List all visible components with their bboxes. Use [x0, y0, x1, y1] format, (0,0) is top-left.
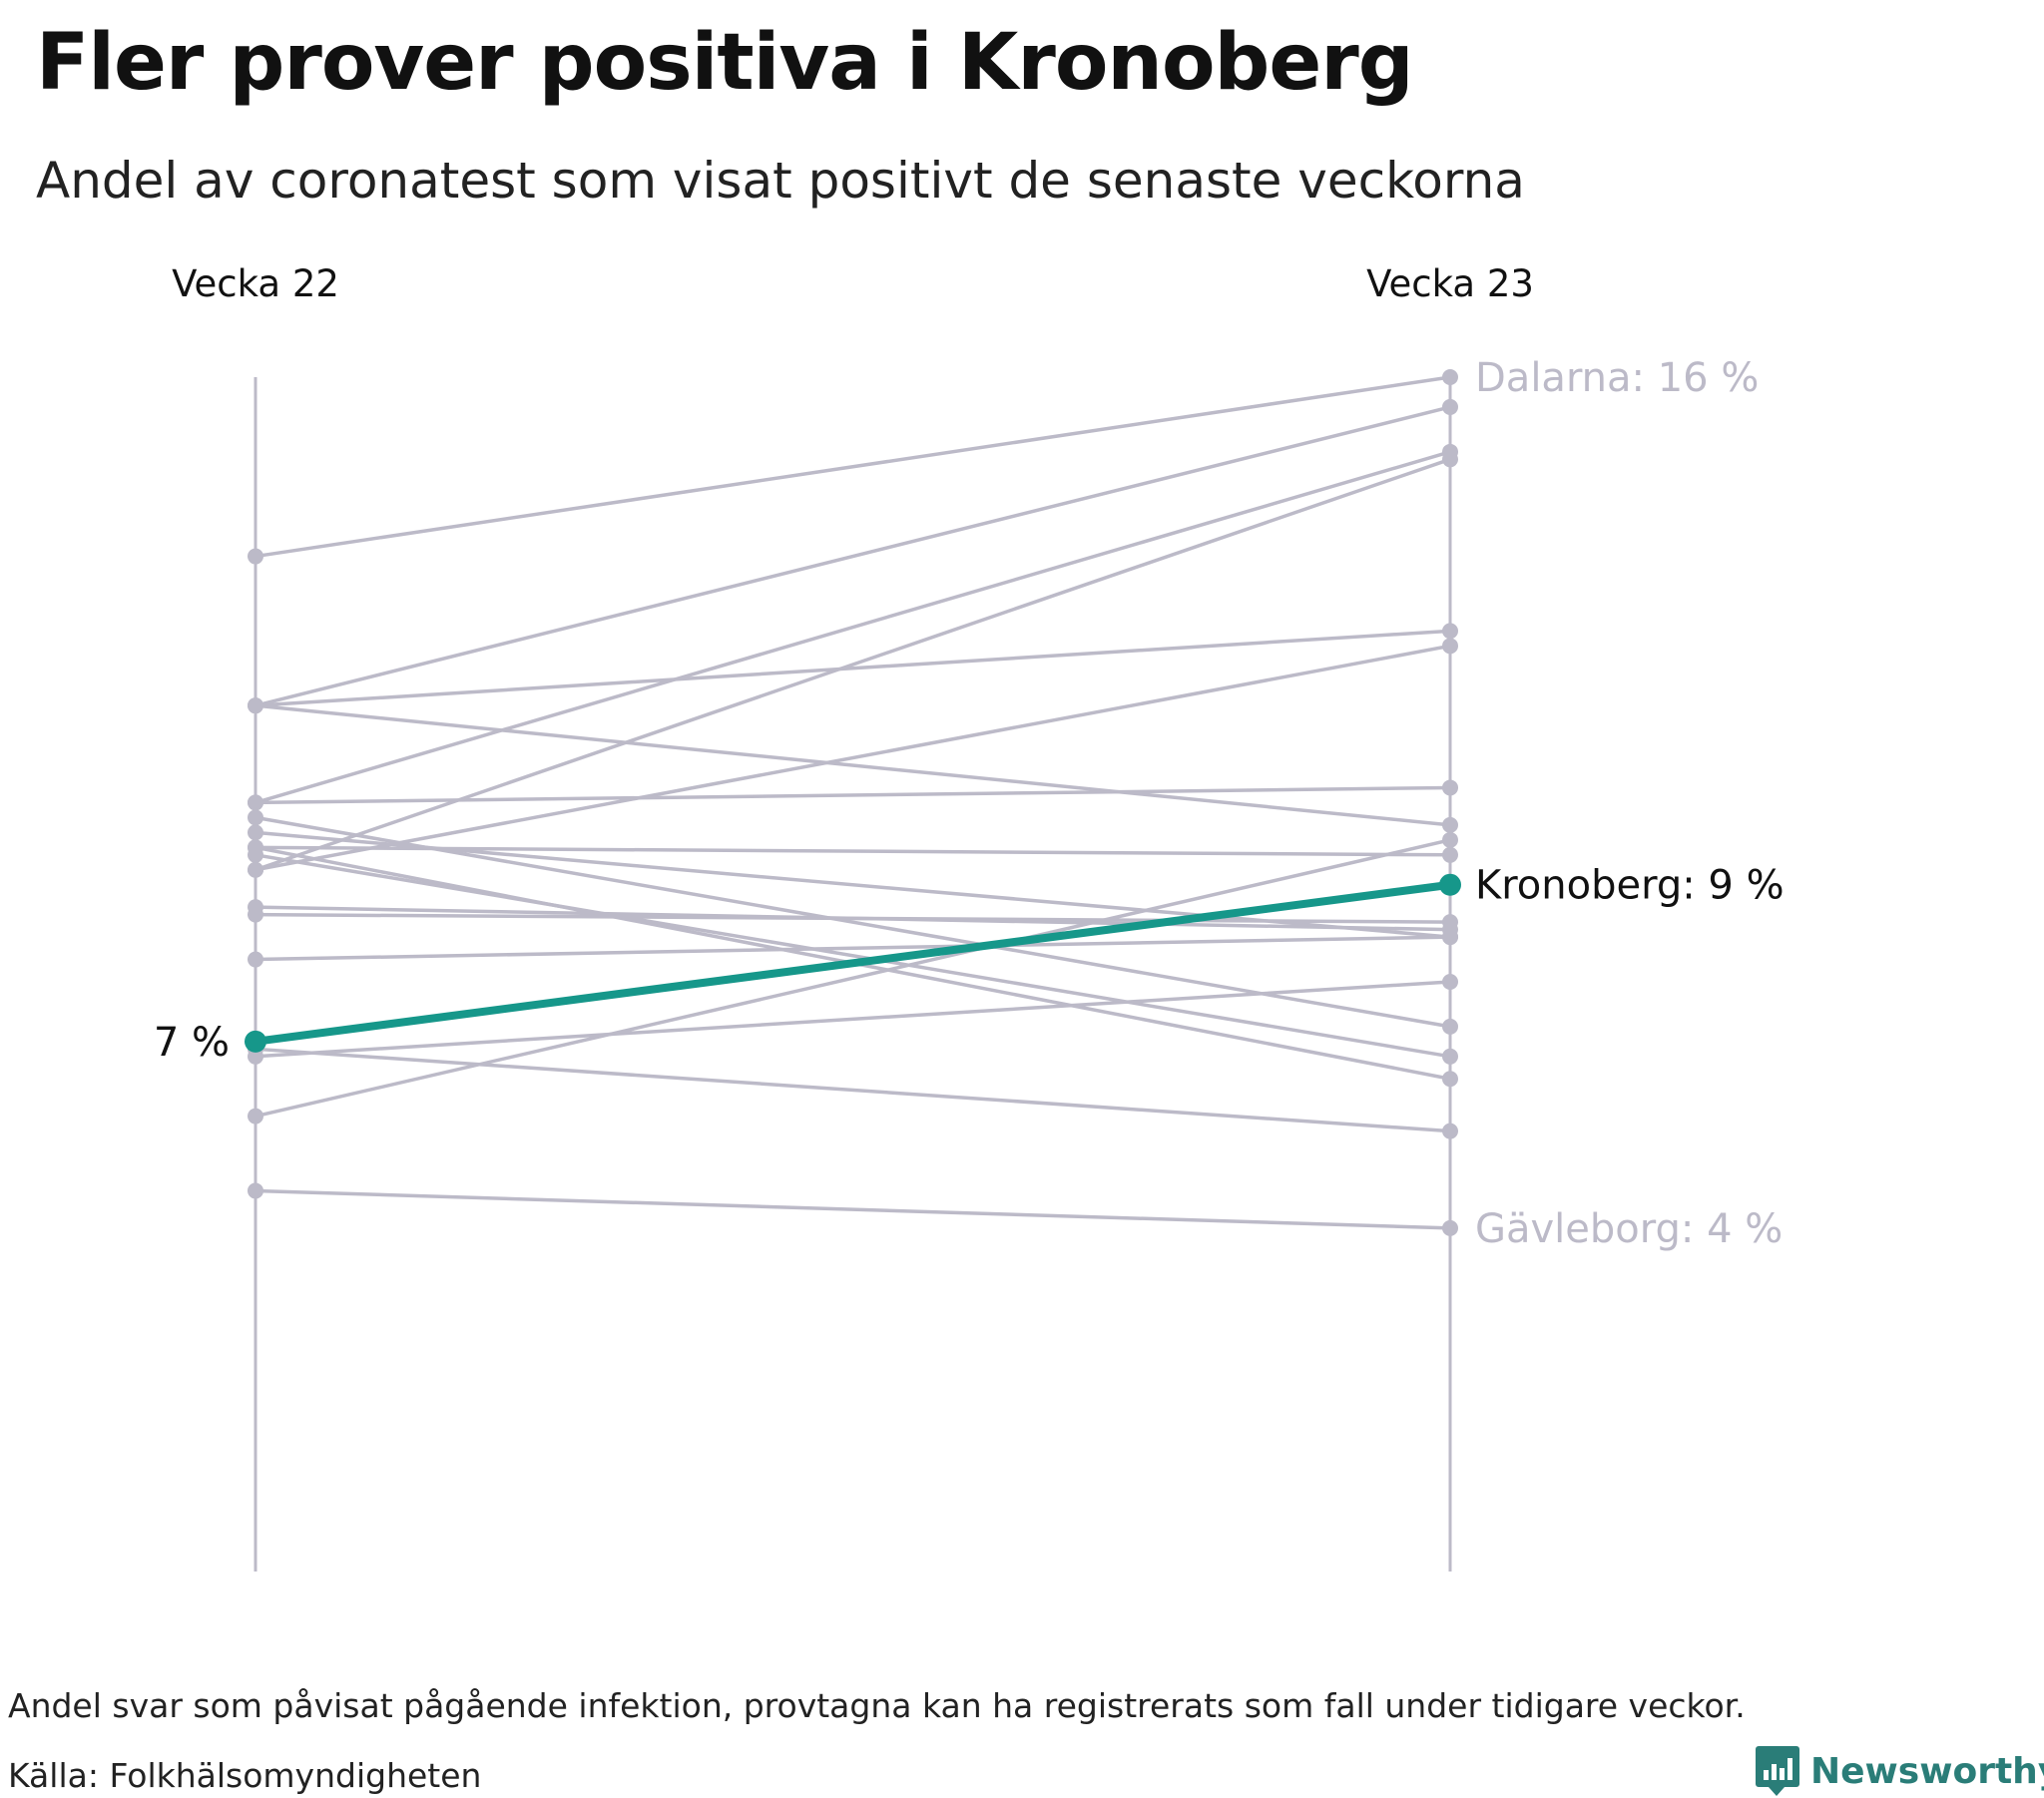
series-point-start-13 — [248, 809, 263, 826]
series-lines — [255, 375, 1451, 1230]
highlight-end-label: Kronoberg: 9 % — [1475, 863, 1785, 909]
series-line-13 — [255, 815, 1451, 1029]
series-point-end-16 — [1442, 1123, 1458, 1139]
series-point-end-14 — [1442, 1071, 1458, 1088]
series-line-15 — [255, 912, 1451, 924]
chart-labels: Vecka 22 Vecka 23 Dalarna: 16 % Gävleborg: … — [154, 262, 1785, 1252]
series-line-17 — [255, 838, 1451, 1119]
footnote: Andel svar som påvisat pågående infektio… — [8, 1686, 1746, 1725]
category-label-2: Vecka 23 — [1366, 262, 1534, 305]
series-point-end-5 — [1442, 443, 1458, 460]
series-line-16 — [255, 1047, 1451, 1133]
series-point-end-15 — [1442, 914, 1458, 931]
newsworthy-logo-icon — [1756, 1746, 1799, 1796]
series-point-start-18 — [248, 951, 263, 968]
source-note: Källa: Folkhälsomyndigheten — [8, 1756, 482, 1795]
series-point-end-20 — [1442, 1048, 1458, 1065]
series-line-2 — [255, 1188, 1451, 1230]
highlight-point-end — [1439, 873, 1461, 896]
series-line-18 — [255, 935, 1451, 962]
series-end-label-1: Dalarna: 16 % — [1475, 355, 1759, 401]
highlight-line — [252, 880, 1454, 1046]
brand-logo: Newsworthy — [1755, 1744, 2044, 1798]
series-point-end-1 — [1442, 369, 1458, 385]
series-point-start-7 — [248, 861, 263, 878]
series-point-end-19 — [1442, 973, 1458, 990]
series-line-5 — [255, 450, 1451, 805]
chart-subtitle: Andel av coronatest som visat positivt d… — [36, 152, 1525, 210]
series-point-end-7 — [1442, 638, 1458, 655]
slope-chart: Vecka 22 Vecka 23 Dalarna: 16 % Gävleborg: … — [154, 262, 1785, 1572]
series-point-end-9 — [1442, 779, 1458, 796]
series-point-end-3 — [1442, 398, 1458, 415]
series-point-end-6 — [1442, 623, 1458, 640]
series-point-start-19 — [248, 1048, 263, 1065]
series-point-start-8 — [248, 697, 263, 714]
series-line-9 — [255, 785, 1451, 805]
series-line-20 — [255, 853, 1451, 1059]
series-point-start-15 — [248, 906, 263, 923]
series-points — [248, 369, 1458, 1236]
series-point-start-20 — [248, 846, 263, 863]
series-point-end-13 — [1442, 1018, 1458, 1035]
series-line-1 — [255, 375, 1451, 559]
category-label-1: Vecka 22 — [172, 262, 339, 305]
series-point-end-17 — [1442, 831, 1458, 848]
series-point-end-2 — [1442, 1219, 1458, 1236]
series-line-3 — [255, 405, 1451, 707]
series-point-end-18 — [1442, 929, 1458, 946]
series-point-start-17 — [248, 1108, 263, 1124]
series-point-end-10 — [1442, 846, 1458, 863]
series-line-6 — [255, 629, 1451, 707]
chart-title: Fler prover positiva i Kronoberg — [36, 18, 1414, 108]
series-end-label-2: Gävleborg: 4 % — [1475, 1206, 1783, 1252]
series-point-start-2 — [248, 1182, 263, 1199]
series-line-7 — [255, 644, 1451, 872]
series-line-19 — [255, 980, 1451, 1059]
series-point-end-8 — [1442, 816, 1458, 833]
series-point-start-1 — [248, 548, 263, 565]
highlight-point-start — [245, 1030, 266, 1053]
brand-name: Newsworthy — [1810, 1750, 2044, 1792]
highlight-series — [245, 873, 1461, 1053]
series-point-start-9 — [248, 794, 263, 811]
highlight-start-label: 7 % — [154, 1020, 230, 1066]
series-point-start-12 — [248, 824, 263, 841]
series-line-8 — [255, 703, 1451, 827]
